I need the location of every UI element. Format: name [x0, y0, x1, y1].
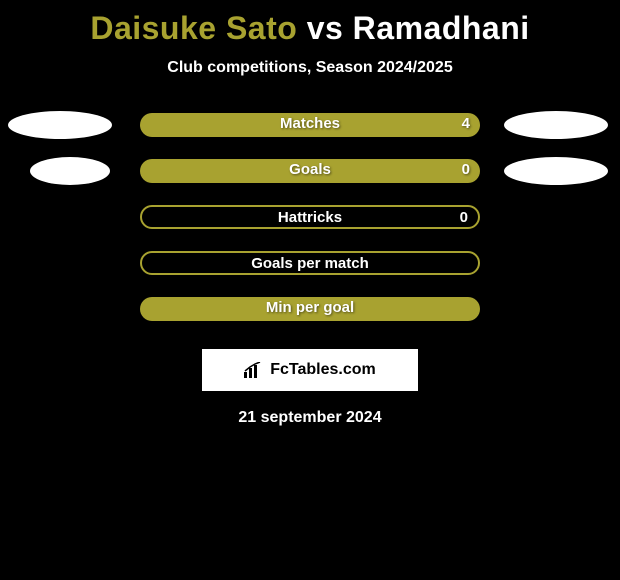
vs-text: vs	[307, 10, 344, 46]
chart-icon	[244, 362, 264, 378]
logo-box: FcTables.com	[202, 349, 418, 391]
stat-row-matches: Matches 4	[0, 107, 620, 153]
stat-label: Min per goal	[140, 299, 480, 316]
stat-label: Hattricks	[142, 209, 478, 226]
comparison-title: Daisuke Sato vs Ramadhani	[0, 0, 620, 47]
stat-label: Matches	[140, 115, 480, 132]
stats-container: Matches 4 Goals 0 Hattricks 0 Goals per …	[0, 107, 620, 337]
player2-name: Ramadhani	[353, 10, 530, 46]
stat-label: Goals	[140, 161, 480, 178]
stat-bar: Matches 4	[140, 113, 480, 137]
stat-label: Goals per match	[142, 255, 478, 272]
stat-bar: Hattricks 0	[140, 205, 480, 229]
player1-name: Daisuke Sato	[90, 10, 297, 46]
stat-value: 0	[462, 161, 470, 178]
date-text: 21 september 2024	[0, 409, 620, 427]
player2-oval	[504, 157, 608, 185]
stat-bar: Min per goal	[140, 297, 480, 321]
stat-row-hattricks: Hattricks 0	[0, 199, 620, 245]
stat-row-mpg: Min per goal	[0, 291, 620, 337]
stat-bar: Goals per match	[140, 251, 480, 275]
player2-oval	[504, 111, 608, 139]
stat-bar: Goals 0	[140, 159, 480, 183]
stat-value: 4	[462, 115, 470, 132]
stat-value: 0	[460, 209, 468, 226]
player1-oval	[30, 157, 110, 185]
subtitle: Club competitions, Season 2024/2025	[0, 59, 620, 77]
stat-row-goals: Goals 0	[0, 153, 620, 199]
logo: FcTables.com	[244, 361, 376, 379]
stat-row-gpm: Goals per match	[0, 245, 620, 291]
logo-text: FcTables.com	[270, 361, 376, 379]
player1-oval	[8, 111, 112, 139]
